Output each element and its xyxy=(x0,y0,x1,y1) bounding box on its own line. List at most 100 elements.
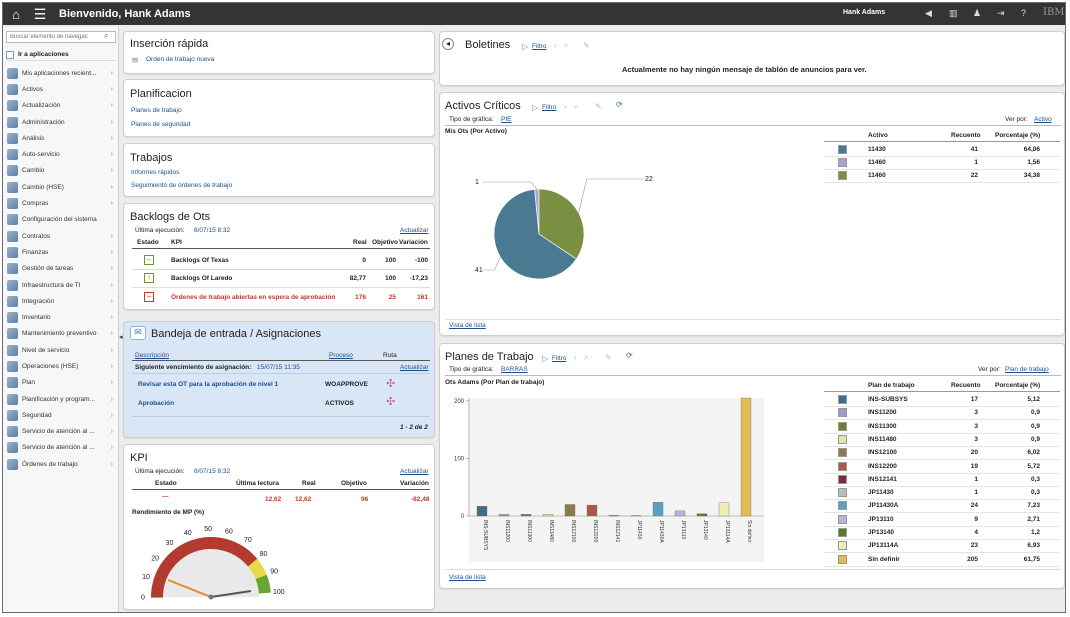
col-header-descripcion[interactable]: Descripción xyxy=(135,352,169,359)
collapse-nav-icon[interactable]: ◂ xyxy=(119,334,123,341)
nav-item[interactable]: Servicio de atención al ... › xyxy=(3,424,119,440)
kpi-target: 100 xyxy=(385,275,396,282)
bar-Sin definir[interactable] xyxy=(740,397,752,517)
home-icon[interactable]: ⌂ xyxy=(12,6,20,22)
nav-item[interactable]: Operaciones (HSE) › xyxy=(3,358,119,374)
route-icon[interactable]: ✣ xyxy=(386,378,396,390)
edit-icon[interactable]: ✎ xyxy=(595,102,602,111)
zoom-icon[interactable]: ⌕ xyxy=(574,102,579,111)
nav-item[interactable]: Servicio de atención al ... › xyxy=(3,440,119,456)
logout-icon[interactable]: ⇥ xyxy=(997,8,1005,18)
pie-slice-2[interactable] xyxy=(538,188,585,260)
new-workorder-link[interactable]: Orden de trabajo nueva xyxy=(146,56,215,63)
bar-JP13114A[interactable] xyxy=(718,502,730,517)
bar-INS11480[interactable] xyxy=(542,514,554,517)
nav-item[interactable]: Activos › xyxy=(3,81,119,97)
kpi-name[interactable]: Órdenes de trabajo abiertas en espera de… xyxy=(171,294,336,301)
nav-item[interactable]: Mantenimiento preventivo › xyxy=(3,326,119,342)
user-name[interactable]: Hank Adams xyxy=(843,9,886,16)
bar-JP11430A[interactable] xyxy=(652,501,664,517)
edit-icon[interactable]: ✎ xyxy=(583,41,590,50)
chevron-right-icon: › xyxy=(110,428,113,436)
refresh-link[interactable]: Actualizar xyxy=(400,364,429,371)
assignment-desc[interactable]: Revisar esta OT para la aprobación de ni… xyxy=(138,381,279,388)
bar-JP13110[interactable] xyxy=(674,510,686,517)
arrow-icon[interactable]: › xyxy=(574,353,577,362)
list-view-link[interactable]: Vista de lista xyxy=(449,574,486,581)
view-by-link[interactable]: Activo xyxy=(1034,116,1052,123)
bar-JP11430[interactable] xyxy=(630,515,642,517)
megaphone-icon[interactable]: ◀ xyxy=(925,8,932,18)
nav-item[interactable]: Inventario › xyxy=(3,309,119,325)
filter-link[interactable]: Filtro xyxy=(532,43,547,50)
filter-icon[interactable]: ▷ xyxy=(542,354,549,363)
help-icon[interactable]: ? xyxy=(1021,8,1027,18)
apps-header[interactable]: Ir a aplicaciones xyxy=(6,49,116,61)
refresh-link[interactable]: Actualizar xyxy=(400,468,429,475)
refresh-link[interactable]: Actualizar xyxy=(400,227,429,234)
assignment-desc[interactable]: Aprobación xyxy=(138,400,175,407)
nav-item[interactable]: Contratos › xyxy=(3,228,119,244)
safety-plans-link[interactable]: Planes de seguridad xyxy=(131,121,191,128)
nav-item[interactable]: Órdenes de trabajo › xyxy=(3,456,119,472)
route-icon[interactable]: ✣ xyxy=(386,396,396,408)
nav-item[interactable]: Cambio › xyxy=(3,163,119,179)
bar-INS-SUBSYS[interactable] xyxy=(476,506,488,517)
edit-icon[interactable]: ✎ xyxy=(605,353,612,362)
chart-type-link[interactable]: BARRAS xyxy=(501,366,528,373)
nav-item[interactable]: Integración › xyxy=(3,293,119,309)
nav-item[interactable]: Planificación y program... › xyxy=(3,391,119,407)
arrow-icon[interactable]: › xyxy=(564,102,567,111)
nav-item[interactable]: Plan › xyxy=(3,375,119,391)
nav-item[interactable]: Seguridad › xyxy=(3,407,119,423)
col-header-proceso[interactable]: Proceso xyxy=(329,352,353,359)
bar-INS11200[interactable] xyxy=(498,514,510,517)
nav-item[interactable]: Actualización › xyxy=(3,98,119,114)
view-by-link[interactable]: Plan de trabajo xyxy=(1005,366,1049,373)
chart-type-link[interactable]: PIE xyxy=(501,116,512,123)
nav-search-input[interactable] xyxy=(6,31,116,43)
chevron-right-icon: › xyxy=(110,151,113,159)
x-tick-label: JP11430 xyxy=(636,520,642,540)
nav-item[interactable]: Infraestructura de TI › xyxy=(3,277,119,293)
quick-reports-link[interactable]: Informes rápidos xyxy=(131,169,180,176)
nav-item[interactable]: Análisis › xyxy=(3,130,119,146)
nav-item[interactable]: Cambio (HSE) › xyxy=(3,179,119,195)
bar-JP13140[interactable] xyxy=(696,513,708,517)
pie-slice-0[interactable] xyxy=(493,188,577,280)
nav-item[interactable]: Configuración del sistema xyxy=(3,212,119,228)
workorder-tracking-link[interactable]: Seguimiento de órdenes de trabajo xyxy=(131,182,233,189)
list-view-link[interactable]: Vista de lista xyxy=(449,322,486,329)
nav-item[interactable]: Administración › xyxy=(3,114,119,130)
refresh-icon[interactable]: ⟳ xyxy=(616,100,623,109)
bar-INS12200[interactable] xyxy=(586,504,598,517)
filter-link[interactable]: Filtro xyxy=(542,104,557,111)
bar-INS11300[interactable] xyxy=(520,514,532,517)
filter-link[interactable]: Filtro xyxy=(552,355,567,362)
arrow-icon[interactable]: › xyxy=(554,41,557,50)
zoom-icon[interactable]: ⌕ xyxy=(584,353,589,362)
bar-INS12100[interactable] xyxy=(564,504,576,517)
nav-item[interactable]: Finanzas › xyxy=(3,244,119,260)
nav-item[interactable]: Compras › xyxy=(3,195,119,211)
refresh-icon[interactable]: ⟳ xyxy=(626,351,633,360)
nav-item[interactable]: Auto-servicio › xyxy=(3,146,119,162)
kpi-name[interactable]: Backlogs Of Texas xyxy=(171,257,229,264)
nav-item[interactable]: Nivel de servicio › xyxy=(3,342,119,358)
bar-INS12141[interactable] xyxy=(608,515,620,517)
zoom-icon[interactable]: ⌕ xyxy=(564,41,569,50)
filter-icon[interactable]: ▷ xyxy=(532,103,539,112)
menu-icon[interactable]: ☰ xyxy=(33,5,47,22)
chart-icon[interactable]: ▥ xyxy=(949,8,958,18)
nav-item[interactable]: Gestión de tareas › xyxy=(3,261,119,277)
work-plans-link[interactable]: Planes de trabajo xyxy=(131,107,182,114)
person-icon[interactable]: ♟ xyxy=(973,8,982,18)
nav-item[interactable]: Mis aplicaciones recient... › xyxy=(3,65,119,81)
kpi-name[interactable]: Backlogs Of Laredo xyxy=(171,275,233,282)
collapse-icon[interactable]: ◂ xyxy=(442,38,454,50)
legend-count: 1 xyxy=(974,489,978,497)
search-icon[interactable]: ⌕ xyxy=(104,31,109,40)
legend-count: 3 xyxy=(974,422,978,430)
filter-icon[interactable]: ▷ xyxy=(522,42,529,51)
x-tick-label: JP13140 xyxy=(702,520,708,540)
